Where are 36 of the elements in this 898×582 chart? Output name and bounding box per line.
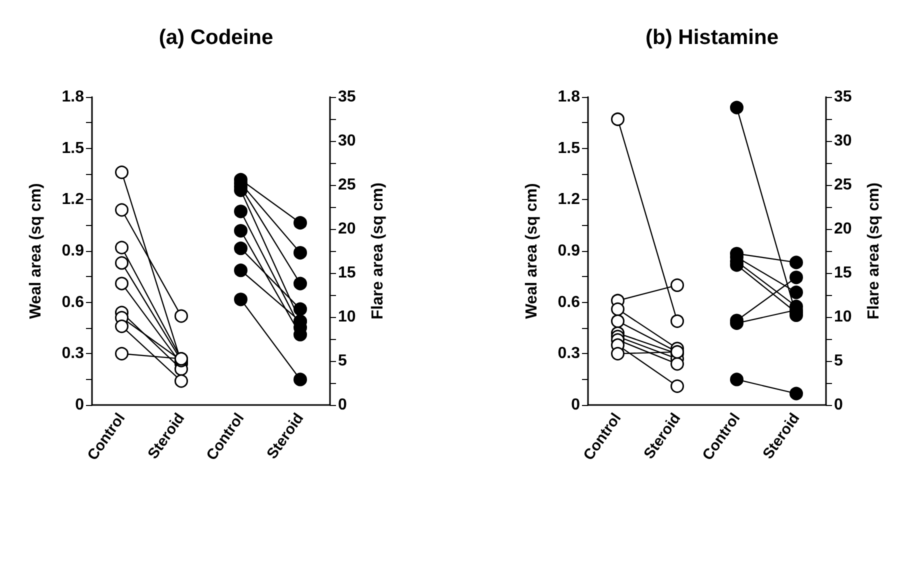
- y2-tick-label: 15: [834, 264, 852, 282]
- y-tick-label: 0.6: [62, 294, 84, 311]
- y2-tick-label: 15: [338, 264, 356, 282]
- y-tick-label: 0.6: [558, 294, 580, 311]
- y2-tick-label: 0: [338, 396, 347, 414]
- y2-tick-label: 20: [834, 220, 852, 238]
- y-tick-label: 0: [75, 396, 84, 414]
- chart-title: (a) Codeine: [158, 26, 274, 49]
- y2-tick-label: 10: [338, 308, 356, 326]
- y2-tick-label: 5: [834, 352, 843, 370]
- y-tick-label: 0.3: [62, 345, 84, 362]
- y-tick-label: 1.2: [558, 191, 580, 208]
- y2-tick-label: 30: [834, 132, 852, 150]
- y2-tick-label: 25: [834, 176, 852, 194]
- y-tick-label: 1.8: [558, 88, 580, 106]
- y-tick-label: 1.2: [62, 191, 84, 208]
- y2-tick-label: 25: [338, 176, 356, 194]
- y-tick-label: 1.5: [558, 140, 580, 157]
- y2-tick-label: 35: [338, 88, 356, 106]
- y-tick-label: 0.9: [62, 242, 84, 260]
- y2-tick-label: 35: [834, 88, 852, 106]
- y2-axis-title: Flare area (sq cm): [370, 182, 386, 320]
- y-tick-label: 1.5: [62, 140, 84, 157]
- y2-tick-label: 30: [338, 132, 356, 150]
- y-tick-label: 0.3: [558, 345, 580, 362]
- y-tick-label: 0: [571, 396, 580, 414]
- y2-tick-label: 5: [338, 352, 347, 370]
- y-tick-label: 0.9: [558, 242, 580, 260]
- y-axis-title: Weal area (sq cm): [28, 183, 44, 319]
- y2-axis-title: Flare area (sq cm): [866, 182, 882, 320]
- y2-tick-label: 10: [834, 308, 852, 326]
- y2-tick-label: 20: [338, 220, 356, 238]
- y-tick-label: 1.8: [62, 88, 84, 106]
- y2-tick-label: 0: [834, 396, 843, 414]
- chart-title: (b) Histamine: [645, 26, 779, 49]
- y-axis-title: Weal area (sq cm): [524, 183, 540, 319]
